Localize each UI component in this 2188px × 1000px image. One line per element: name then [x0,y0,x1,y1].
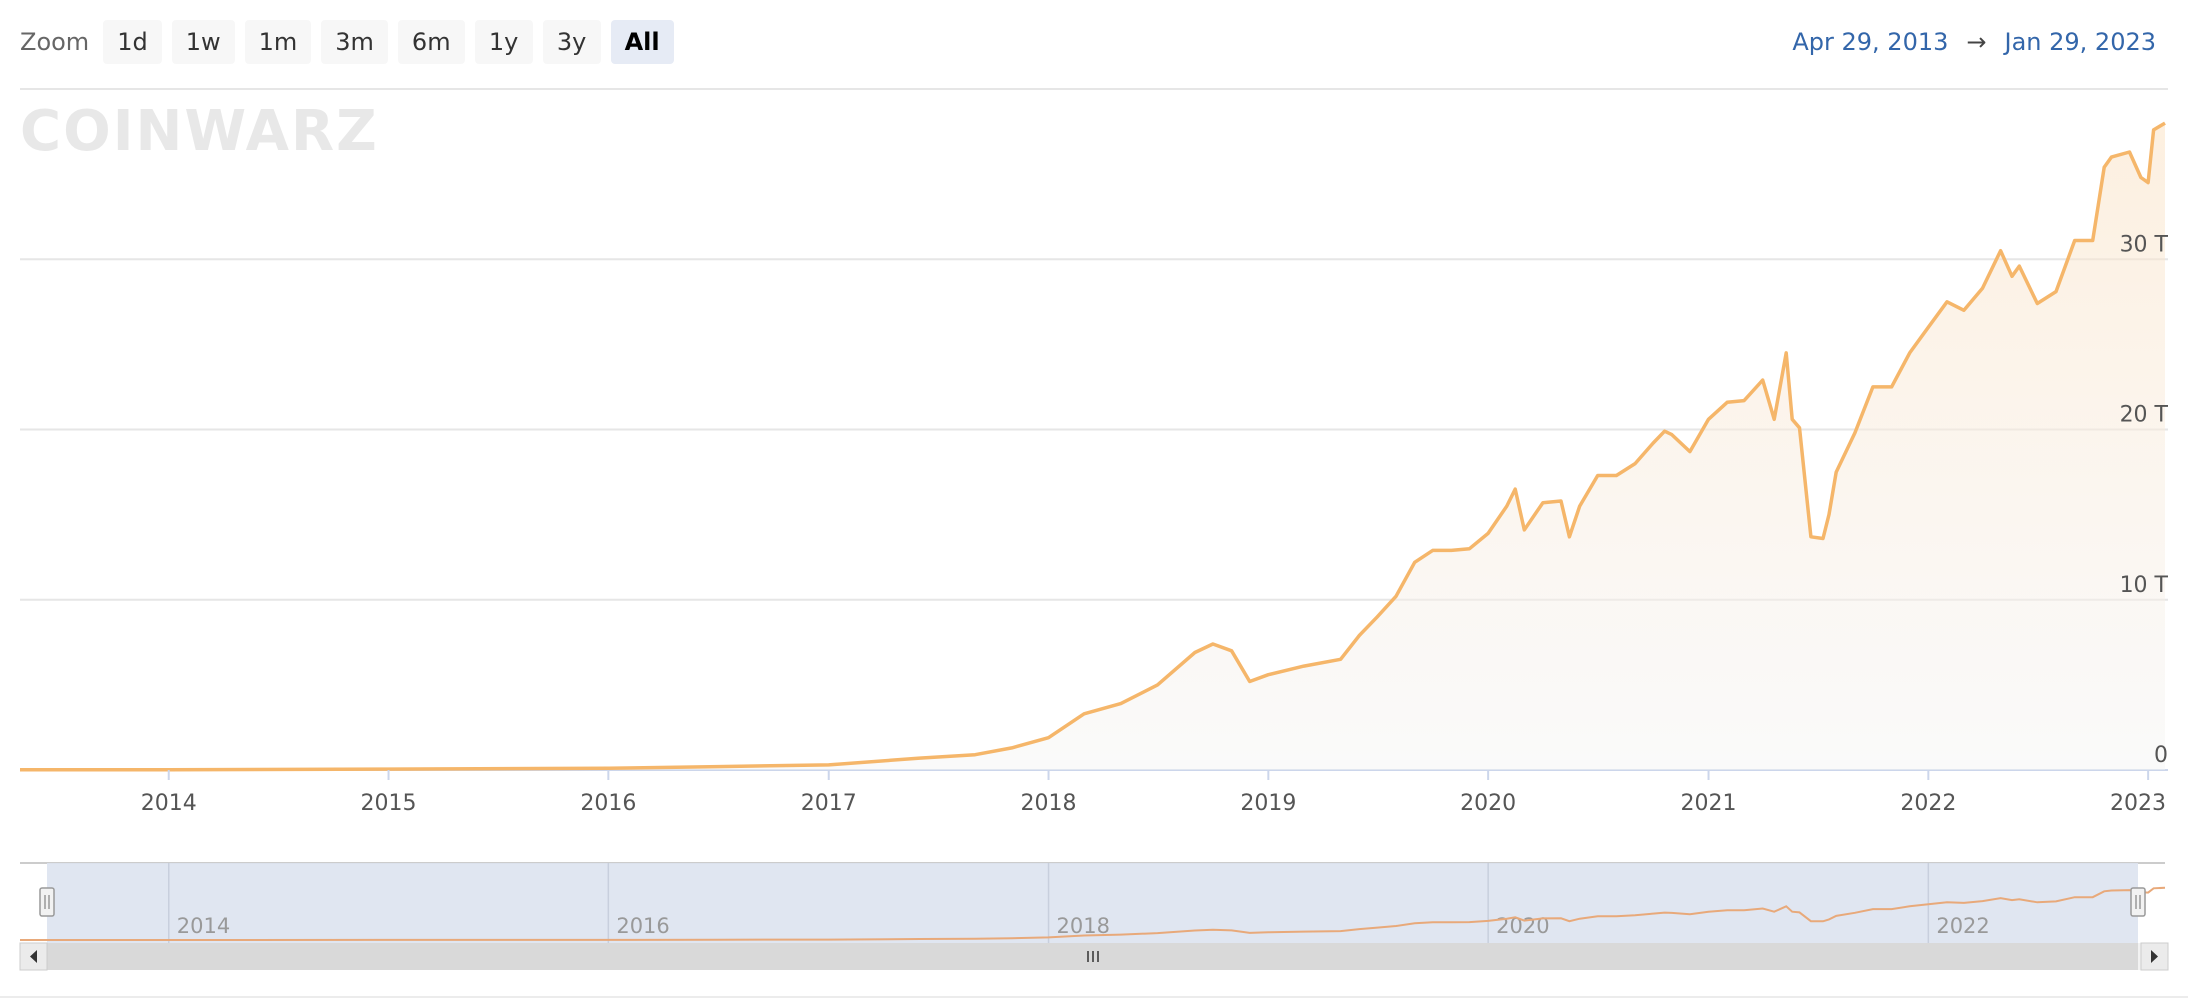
x-tick-label: 2018 [1021,791,1077,816]
x-tick-label: 2014 [141,791,197,816]
y-tick-label: 0 [2154,743,2168,768]
x-tick-label: 2017 [801,791,857,816]
navigator-tick-label: 2022 [1936,914,1989,938]
y-tick-label: 20 T [2120,403,2169,428]
range-to-date[interactable]: Jan 29, 2023 [2004,28,2157,56]
range-from-date[interactable]: Apr 29, 2013 [1792,28,1949,56]
navigator-tick-label: 2014 [177,914,230,938]
x-tick-label: 2019 [1240,791,1296,816]
chevron-left-icon [30,950,37,963]
date-range: Apr 29, 2013 → Jan 29, 2023 [1792,20,2156,64]
x-tick-label: 2015 [361,791,417,816]
chevron-right-icon [2151,950,2158,963]
zoom-button-6m[interactable]: 6m [397,20,465,64]
zoom-button-1d[interactable]: 1d [103,20,162,64]
zoom-button-3y[interactable]: 3y [542,20,601,64]
zoom-button-all[interactable]: All [610,20,674,64]
x-tick-label: 2021 [1681,791,1737,816]
x-tick-label: 2020 [1460,791,1516,816]
coinwarz-watermark: COINWARZ [20,99,379,164]
y-tick-label: 10 T [2120,573,2169,598]
x-tick-label: 2023 [2110,791,2166,816]
zoom-button-3m[interactable]: 3m [321,20,388,64]
x-tick-label: 2022 [1900,791,1956,816]
x-tick-label: 2016 [580,791,636,816]
range-arrow: → [1966,28,1987,56]
navigator-tick-label: 2018 [1057,914,1110,938]
zoom-toolbar: Zoom 1d 1w 1m 3m 6m 1y 3y All [20,20,674,64]
navigator-left-handle[interactable] [39,887,55,917]
handle-body[interactable] [2130,887,2146,917]
navigator-right-handle[interactable] [2130,887,2146,917]
zoom-button-1m[interactable]: 1m [244,20,312,64]
navigator-series-line [20,886,2166,941]
navigator-tick-label: 2016 [616,914,669,938]
y-tick-label: 30 T [2120,232,2169,257]
zoom-button-1w[interactable]: 1w [171,20,235,64]
handle-body[interactable] [39,887,55,917]
series-line [19,121,2166,772]
series-area [20,123,2165,771]
zoom-label: Zoom [20,28,90,56]
zoom-button-1y[interactable]: 1y [474,20,533,64]
navigator-selection-mask [47,863,2138,943]
